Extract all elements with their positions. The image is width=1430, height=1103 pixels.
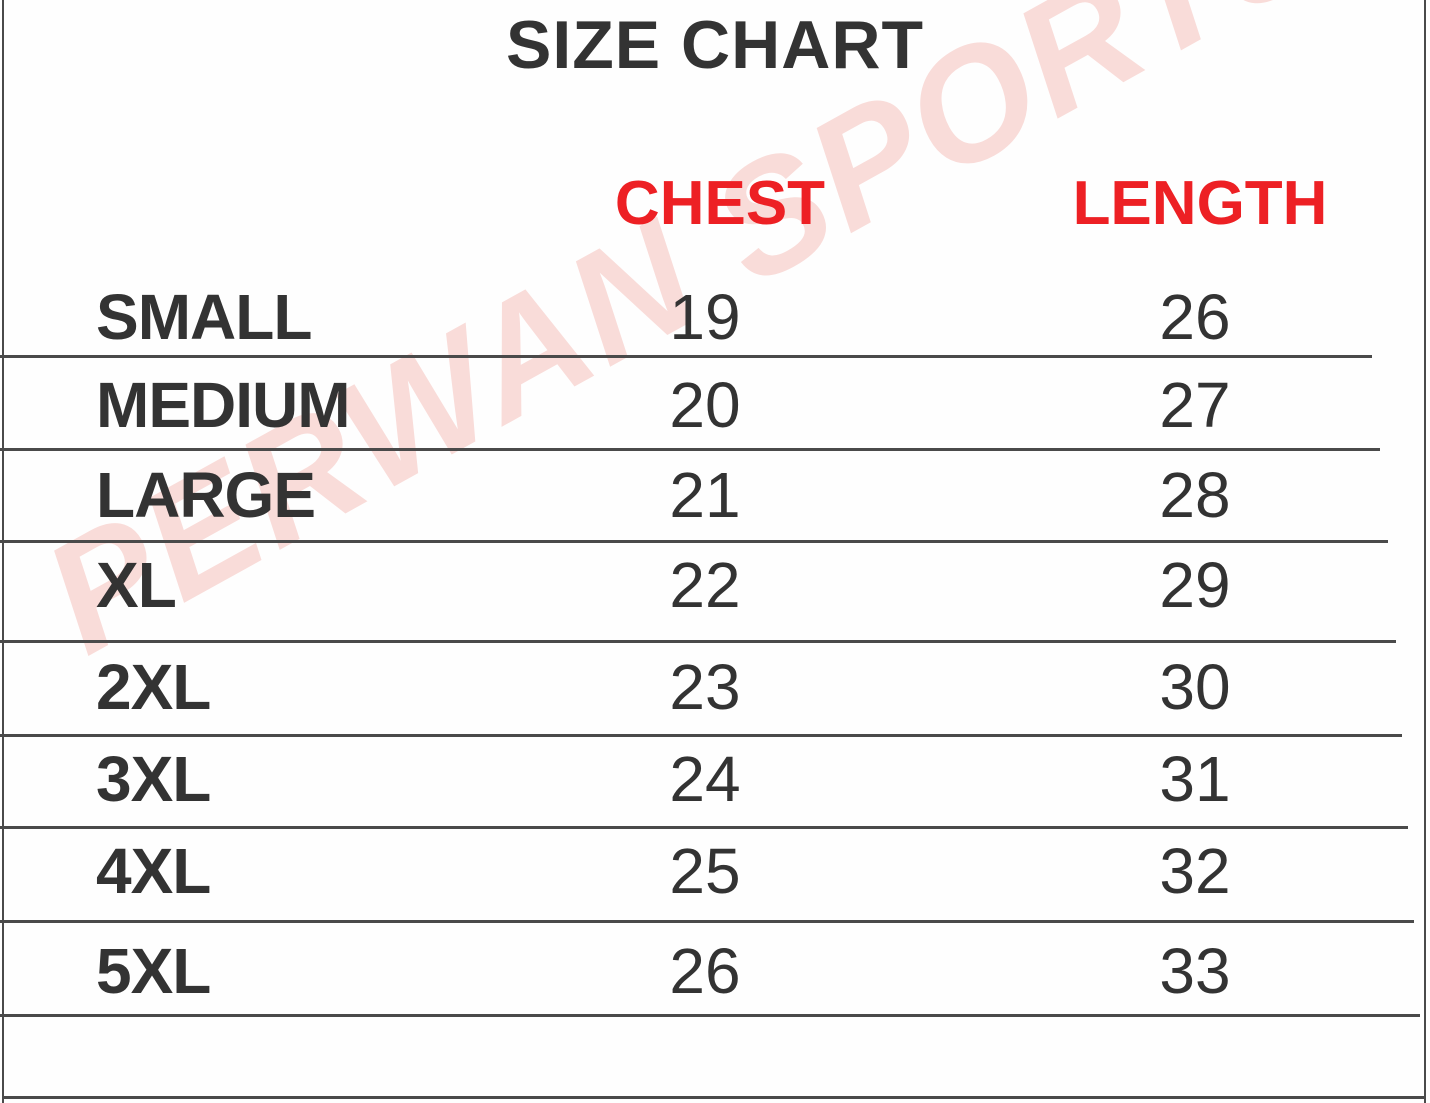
row-separator xyxy=(0,1014,1420,1017)
cell-chest-value: 22 xyxy=(669,549,741,621)
row-separator xyxy=(0,826,1408,829)
cell-size-label: SMALL xyxy=(96,281,312,353)
table-row: 4XL 25 32 xyxy=(0,826,1430,916)
cell-chest-value: 21 xyxy=(669,459,741,531)
table-row: 5XL 26 33 xyxy=(0,926,1430,1016)
cell-size-label: XL xyxy=(96,549,177,621)
cell-length-value: 29 xyxy=(1159,549,1231,621)
cell-length-value: 33 xyxy=(1159,935,1231,1007)
table-row: MEDIUM 20 27 xyxy=(0,360,1430,450)
row-separator xyxy=(0,920,1414,923)
column-header-length: LENGTH xyxy=(1072,169,1328,238)
cell-size-label: 4XL xyxy=(96,835,211,907)
table-row: 3XL 24 31 xyxy=(0,734,1430,824)
column-header-chest: CHEST xyxy=(614,169,826,238)
cell-size-label: 3XL xyxy=(96,743,211,815)
table-header-row: CHEST LENGTH xyxy=(0,158,1430,250)
cell-length-value: 30 xyxy=(1159,651,1231,723)
table-row: SMALL 19 26 xyxy=(0,272,1430,362)
cell-size-label: 5XL xyxy=(96,935,211,1007)
cell-size-label: 2XL xyxy=(96,651,211,723)
cell-chest-value: 25 xyxy=(669,835,741,907)
cell-size-label: MEDIUM xyxy=(96,369,351,441)
row-separator xyxy=(0,448,1380,451)
table-border-bottom xyxy=(2,1096,1426,1099)
table-row: XL 22 29 xyxy=(0,540,1430,630)
cell-chest-value: 20 xyxy=(669,369,741,441)
cell-length-value: 31 xyxy=(1159,743,1231,815)
cell-chest-value: 24 xyxy=(669,743,741,815)
row-separator xyxy=(0,355,1372,358)
cell-chest-value: 26 xyxy=(669,935,741,1007)
cell-length-value: 27 xyxy=(1159,369,1231,441)
cell-chest-value: 23 xyxy=(669,651,741,723)
row-separator xyxy=(0,540,1388,543)
cell-length-value: 26 xyxy=(1159,281,1231,353)
table-border-right xyxy=(1424,0,1426,1103)
cell-size-label: LARGE xyxy=(96,459,316,531)
cell-length-value: 32 xyxy=(1159,835,1231,907)
table-row: LARGE 21 28 xyxy=(0,450,1430,540)
table-border-left xyxy=(2,0,4,1103)
page-title: SIZE CHART xyxy=(506,7,924,83)
table-row: 2XL 23 30 xyxy=(0,642,1430,732)
row-separator xyxy=(0,734,1402,737)
cell-length-value: 28 xyxy=(1159,459,1231,531)
row-separator xyxy=(0,640,1396,643)
cell-chest-value: 19 xyxy=(669,281,741,353)
